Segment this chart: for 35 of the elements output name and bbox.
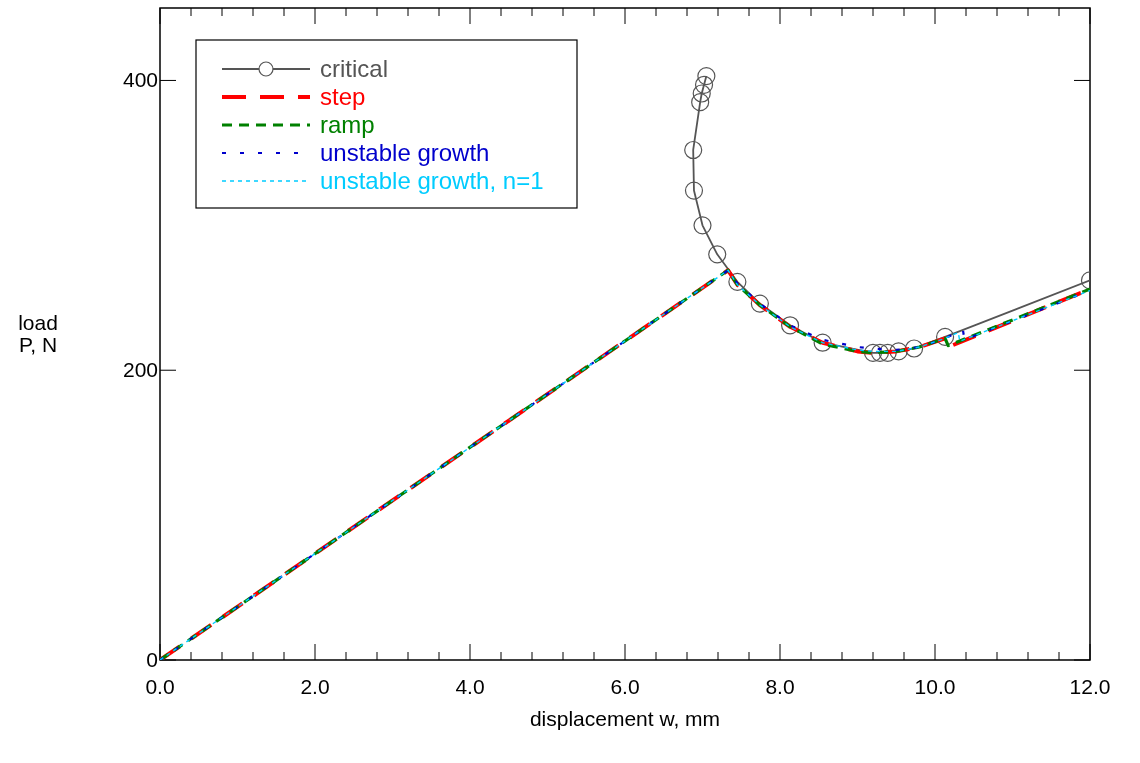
- legend-label: step: [320, 83, 366, 110]
- point: [684, 181, 704, 200]
- point: [691, 93, 710, 112]
- x-tick-label: 8.0: [765, 675, 795, 698]
- point: [863, 343, 883, 362]
- point: [780, 316, 800, 335]
- point: [708, 245, 727, 264]
- point: [904, 339, 924, 358]
- legend-label: unstable growth, n=1: [320, 167, 544, 194]
- point: [694, 75, 714, 94]
- x-tick-label: 6.0: [610, 675, 640, 698]
- legend-label: critical: [320, 55, 389, 82]
- point: [870, 343, 890, 362]
- x-tick-label: 10.0: [914, 675, 956, 698]
- y-tick-label: 0: [146, 648, 158, 671]
- point: [728, 272, 747, 291]
- x-axis-title: displacement w, mm: [529, 707, 721, 730]
- point: [684, 140, 703, 160]
- x-tick-label: 12.0: [1069, 675, 1111, 698]
- point: [692, 84, 711, 103]
- y-tick-label: 200: [122, 358, 158, 382]
- y-axis-title: load P, N: [18, 311, 58, 356]
- point: [878, 343, 897, 362]
- point: [813, 333, 832, 352]
- x-tick-label: 4.0: [455, 675, 485, 698]
- legend-label: ramp: [320, 111, 375, 138]
- x-tick-label: 0.0: [145, 675, 175, 698]
- point: [935, 327, 955, 346]
- x-tick-label: 2.0: [300, 675, 330, 698]
- legend-label: unstable growth: [320, 139, 490, 166]
- point: [697, 67, 716, 86]
- y-tick-label: 400: [122, 68, 158, 92]
- point: [693, 216, 712, 235]
- point: [889, 342, 908, 361]
- point: [750, 294, 769, 313]
